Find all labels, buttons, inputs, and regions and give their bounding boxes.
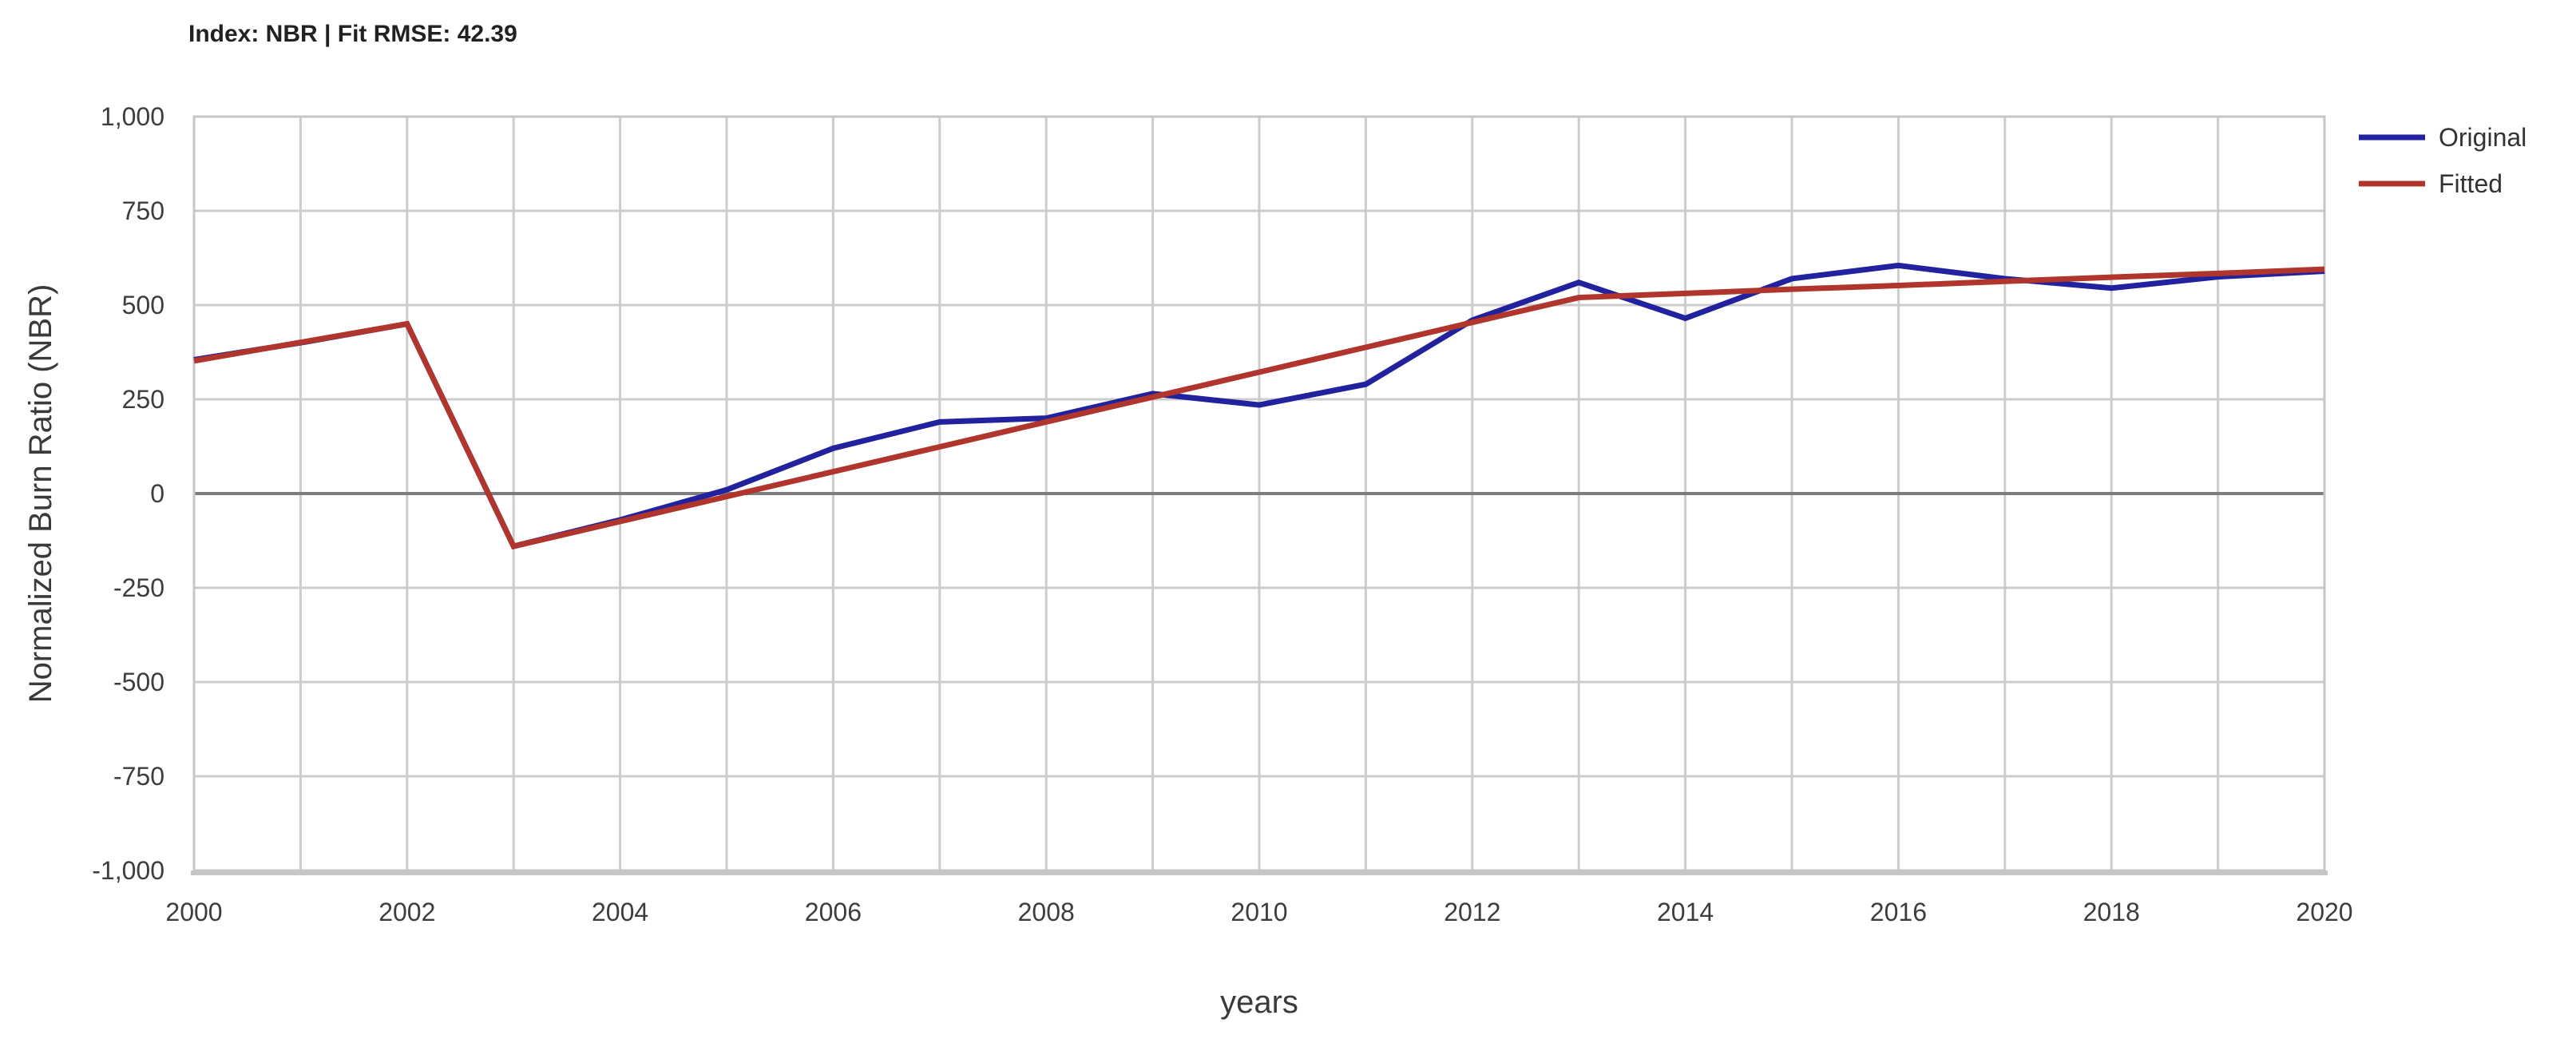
x-tick-label: 2020 (2296, 898, 2352, 926)
y-tick-label: 750 (122, 196, 164, 225)
y-tick-label: 500 (122, 291, 164, 319)
x-tick-label: 2012 (1444, 898, 1500, 926)
plot-frame (191, 115, 2328, 875)
x-tick-label: 2004 (592, 898, 648, 926)
series-lines (193, 262, 2325, 550)
y-tick-labels: 1,000 750 500 250 0 -250 -500 -750 -1,000 (92, 102, 164, 885)
y-tick-label: 1,000 (101, 102, 164, 131)
chart-title: Index: NBR | Fit RMSE: 42.39 (188, 21, 517, 47)
y-tick-label: -250 (113, 573, 164, 602)
y-tick-label: 250 (122, 385, 164, 414)
x-tick-labels: 2000 2002 2004 2006 2008 2010 2012 2014 2016 2018… (165, 898, 2352, 926)
y-axis-title: Normalized Burn Ratio (NBR) (23, 284, 58, 704)
gridlines (192, 115, 2326, 872)
y-tick-label: -1,000 (92, 856, 164, 885)
x-tick-label: 2014 (1657, 898, 1714, 926)
legend-original-label: Original (2439, 123, 2526, 152)
legend: Original Fitted (2359, 123, 2526, 198)
x-tick-label: 2018 (2083, 898, 2140, 926)
x-tick-label: 2010 (1231, 898, 1287, 926)
y-tick-label: 0 (150, 479, 164, 508)
x-tick-label: 2016 (1870, 898, 1927, 926)
x-axis-title: years (1220, 985, 1298, 1020)
y-tick-label: -750 (113, 762, 164, 791)
fitted-series-line (193, 266, 2325, 550)
y-tick-label: -500 (113, 668, 164, 696)
x-tick-label: 2008 (1018, 898, 1075, 926)
x-tick-label: 2006 (805, 898, 862, 926)
legend-fitted-label: Fitted (2439, 169, 2503, 198)
x-tick-label: 2000 (165, 898, 222, 926)
x-tick-label: 2002 (378, 898, 435, 926)
